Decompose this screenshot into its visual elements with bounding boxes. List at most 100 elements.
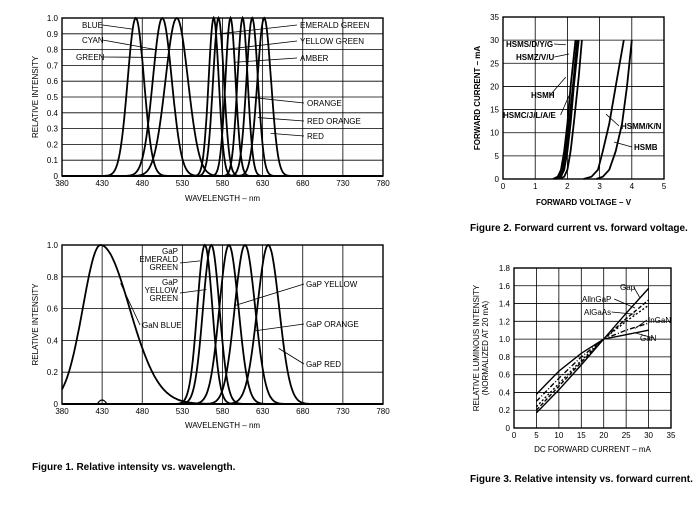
- x-tick-label: 780: [376, 179, 390, 188]
- series-line: [62, 243, 383, 405]
- x-tick-label: 0: [501, 182, 506, 191]
- series-line: [62, 16, 383, 177]
- x-tick-label: 480: [136, 407, 150, 416]
- series-label: CYAN: [82, 36, 104, 45]
- x-tick-label: 680: [296, 407, 310, 416]
- series-label: GREEN: [150, 294, 179, 303]
- y-tick-label: 30: [490, 36, 499, 45]
- x-tick-label: 3: [597, 182, 602, 191]
- y-tick-label: 0.8: [47, 46, 59, 55]
- x-tick-label: 480: [136, 179, 150, 188]
- series-line: [583, 39, 625, 180]
- chart-relative-intensity-top: 380 430 480 530 580 630 680 730 780 0 0.1 0.2 0.3 0.4…: [31, 14, 390, 203]
- y-tick-label: 15: [490, 106, 499, 115]
- x-tick-label: 10: [554, 431, 563, 440]
- y-tick-label: 25: [490, 59, 499, 68]
- y-tick-label: 1.2: [499, 317, 511, 326]
- x-tick-label: 580: [216, 407, 230, 416]
- label-leader: [611, 311, 636, 315]
- chart-relative-intensity-vs-current: 0 5 10 15 20 25 30 35 0 0.2 0.4 0.6 0.8 1.0 1.2 1.4 1.6 1…: [472, 264, 676, 454]
- y-tick-label: 20: [490, 82, 499, 91]
- figure-1-caption: Figure 1. Relative intensity vs. wavelen…: [32, 462, 236, 473]
- label-leader: [605, 113, 620, 127]
- series-label: GaN: [640, 334, 657, 343]
- series-line: [535, 304, 650, 408]
- x-axis-label: DC FORWARD CURRENT – mA: [534, 445, 651, 454]
- x-axis-label: WAVELENGTH – nm: [185, 421, 260, 430]
- label-leader: [101, 56, 171, 58]
- series-label: GREEN: [150, 263, 179, 272]
- x-tick-label: 680: [296, 179, 310, 188]
- label-leader: [102, 39, 156, 50]
- series-label: EMERALD GREEN: [300, 21, 370, 30]
- y-tick-label: 0: [54, 172, 59, 181]
- series-label: HSMH: [531, 91, 555, 100]
- y-tick-label: 5: [495, 152, 500, 161]
- x-tick-label: 580: [216, 179, 230, 188]
- x-axis-label: WAVELENGTH – nm: [185, 194, 260, 203]
- x-tick-label: 530: [176, 407, 190, 416]
- x-tick-label: 630: [256, 179, 270, 188]
- label-leader: [634, 319, 648, 329]
- series-label: ORANGE: [307, 99, 342, 108]
- y-tick-label: 0.4: [47, 336, 59, 345]
- series-label: YELLOW: [145, 286, 179, 295]
- plot-frame: [513, 267, 672, 429]
- y-tick-label: 1.8: [499, 264, 511, 273]
- series-label: GaP ORANGE: [306, 320, 359, 329]
- x-tick-label: 430: [95, 179, 109, 188]
- series-line: [535, 329, 649, 395]
- x-tick-label: 430: [95, 407, 109, 416]
- series-bump: [96, 399, 108, 405]
- series-label: AlGaAs: [584, 308, 611, 317]
- y-tick-label: 0: [506, 424, 511, 433]
- series-label: InGaN: [648, 316, 671, 325]
- x-tick-label: 2: [565, 182, 570, 191]
- label-leader: [179, 289, 207, 294]
- x-tick-label: 20: [599, 431, 608, 440]
- series-label: GaP YELLOW: [306, 280, 358, 289]
- y-tick-label: 0.2: [47, 368, 59, 377]
- label-leader: [614, 298, 636, 309]
- x-tick-label: 5: [662, 182, 667, 191]
- label-leader: [633, 286, 640, 298]
- chart-relative-intensity-bottom: 380 430 480 530 580 630 680 730 780 0 0.2 0.4 0.6 0.8…: [31, 241, 390, 430]
- x-tick-label: 630: [256, 407, 270, 416]
- y-tick-label: 35: [490, 13, 499, 22]
- series-line: [554, 40, 578, 180]
- y-tick-label: 1.4: [499, 300, 511, 309]
- label-leader: [102, 24, 132, 30]
- series-line: [596, 40, 633, 180]
- y-tick-label: 0.8: [499, 353, 511, 362]
- figure-3-caption: Figure 3. Relative intensity vs. forward…: [470, 474, 693, 485]
- y-axis-label: RELATIVE INTENSITY: [31, 283, 40, 366]
- y-tick-label: 0.4: [47, 109, 59, 118]
- series-label: GaP: [162, 278, 178, 287]
- x-axis-label: FORWARD VOLTAGE – V: [536, 198, 632, 207]
- series-label: BLUE: [82, 21, 103, 30]
- y-tick-label: 1.0: [499, 335, 511, 344]
- y-tick-label: 0.4: [499, 388, 511, 397]
- label-leader: [120, 282, 141, 326]
- y-axis-label: FORWARD CURRENT – mA: [473, 46, 482, 151]
- series-label: GaP RED: [306, 360, 341, 369]
- series-line: [555, 40, 580, 180]
- y-tick-label: 0.2: [47, 140, 59, 149]
- series-label: RED ORANGE: [307, 117, 361, 126]
- series-label: YELLOW GREEN: [300, 37, 364, 46]
- y-tick-label: 0: [54, 400, 59, 409]
- series-label: AMBER: [300, 54, 329, 63]
- x-tick-label: 380: [55, 179, 69, 188]
- y-tick-label: 0.6: [499, 371, 511, 380]
- y-tick-label: 1.0: [47, 14, 59, 23]
- x-tick-label: 4: [630, 182, 635, 191]
- label-leader: [635, 332, 654, 339]
- series-label: GaN BLUE: [142, 321, 182, 330]
- label-leader: [257, 117, 305, 122]
- series-label: AllnGaP: [582, 295, 611, 304]
- label-leader: [278, 348, 305, 365]
- chart-forward-current-vs-voltage: 0 1 2 3 4 5 0 5 10 15 20 25 30 35 FORWARD VOLTAGE – V F…: [473, 13, 667, 207]
- series-label: RED: [307, 132, 324, 141]
- label-leader: [235, 283, 305, 306]
- label-leader: [219, 24, 298, 35]
